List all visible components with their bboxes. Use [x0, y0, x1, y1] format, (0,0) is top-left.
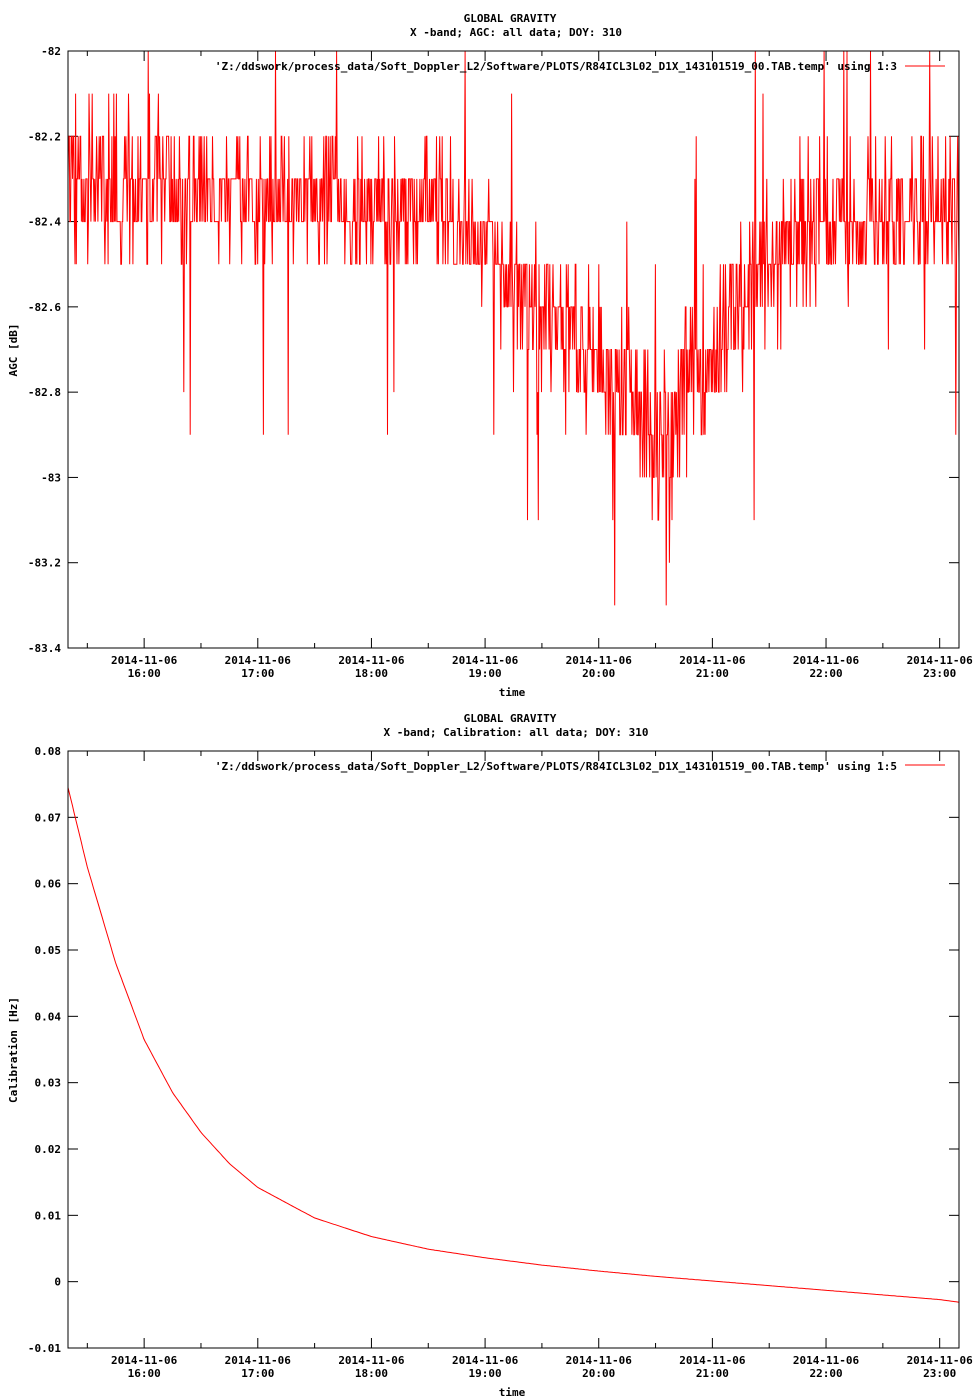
xtick-time-label: 16:00	[128, 1367, 161, 1380]
ytick-label: 0.07	[35, 811, 62, 824]
ytick-label: -0.01	[28, 1342, 61, 1355]
xtick-date-label: 2014-11-06	[679, 654, 746, 667]
xtick-date-label: 2014-11-06	[338, 1354, 405, 1367]
xtick-time-label: 17:00	[241, 1367, 274, 1380]
ytick-label: -83.4	[28, 642, 61, 655]
xtick-date-label: 2014-11-06	[793, 654, 860, 667]
xtick-time-label: 22:00	[809, 1367, 842, 1380]
xtick-date-label: 2014-11-06	[793, 1354, 860, 1367]
ytick-label: 0.08	[35, 745, 62, 758]
calibration-xlabel: time	[499, 1386, 526, 1399]
calibration-plot-area	[67, 787, 960, 1303]
ytick-label: -83.2	[28, 557, 61, 570]
agc-plot-area	[67, 50, 960, 606]
ytick-label: 0.04	[35, 1010, 62, 1023]
ytick-label: -83	[41, 471, 61, 484]
ytick-label: -82	[41, 45, 61, 58]
ytick-label: -82.4	[28, 216, 61, 229]
ytick-label: 0.05	[35, 944, 62, 957]
agc-xlabel: time	[499, 686, 526, 699]
agc-subtitle: X -band; AGC: all data; DOY: 310	[410, 26, 622, 39]
ytick-label: 0	[54, 1276, 61, 1289]
calibration-legend-label: 'Z:/ddswork/process_data/Soft_Doppler_L2…	[215, 760, 897, 773]
xtick-time-label: 22:00	[809, 667, 842, 680]
xtick-time-label: 18:00	[355, 667, 388, 680]
xtick-date-label: 2014-11-06	[111, 654, 178, 667]
calibration-subtitle: X -band; Calibration: all data; DOY: 310	[384, 726, 649, 739]
xtick-time-label: 18:00	[355, 1367, 388, 1380]
ytick-label: -82.6	[28, 301, 61, 314]
xtick-date-label: 2014-11-06	[907, 1354, 974, 1367]
ytick-label: 0.02	[35, 1143, 62, 1156]
calibration-ticks: 0.08 0.07 0.06 0.05 0.04 0.03 0.02 0.01 0 -0.01 20…	[28, 745, 973, 1380]
xtick-time-label: 21:00	[696, 667, 729, 680]
xtick-date-label: 2014-11-06	[452, 1354, 519, 1367]
calibration-ylabel: Calibration [Hz]	[7, 997, 20, 1103]
ytick-label: -82.2	[28, 130, 61, 143]
agc-series-line	[67, 50, 960, 606]
ytick-label: 0.03	[35, 1077, 62, 1090]
xtick-date-label: 2014-11-06	[679, 1354, 746, 1367]
xtick-time-label: 23:00	[923, 1367, 956, 1380]
calibration-title: GLOBAL GRAVITY	[464, 712, 557, 725]
xtick-date-label: 2014-11-06	[452, 654, 519, 667]
xtick-time-label: 20:00	[582, 667, 615, 680]
xtick-date-label: 2014-11-06	[225, 654, 292, 667]
xtick-date-label: 2014-11-06	[566, 1354, 633, 1367]
calibration-series-line	[67, 787, 960, 1303]
xtick-date-label: 2014-11-06	[566, 654, 633, 667]
agc-legend-label: 'Z:/ddswork/process_data/Soft_Doppler_L2…	[215, 60, 897, 73]
calibration-plot-frame	[67, 750, 960, 1349]
xtick-date-label: 2014-11-06	[111, 1354, 178, 1367]
xtick-time-label: 23:00	[923, 667, 956, 680]
calibration-chart: GLOBAL GRAVITY X -band; Calibration: all…	[7, 712, 973, 1399]
xtick-time-label: 19:00	[469, 1367, 502, 1380]
ytick-label: 0.06	[35, 878, 62, 891]
agc-plot-frame	[67, 50, 960, 649]
xtick-date-label: 2014-11-06	[907, 654, 974, 667]
ytick-label: 0.01	[35, 1209, 62, 1222]
xtick-time-label: 20:00	[582, 1367, 615, 1380]
xtick-time-label: 19:00	[469, 667, 502, 680]
xtick-date-label: 2014-11-06	[338, 654, 405, 667]
xtick-time-label: 16:00	[128, 667, 161, 680]
xtick-time-label: 21:00	[696, 1367, 729, 1380]
agc-ylabel: AGC [dB]	[7, 324, 20, 377]
xtick-time-label: 17:00	[241, 667, 274, 680]
ytick-label: -82.8	[28, 386, 61, 399]
agc-chart: GLOBAL GRAVITY X -band; AGC: all data; D…	[7, 12, 973, 699]
xtick-date-label: 2014-11-06	[225, 1354, 292, 1367]
agc-ticks: -82 -82.2 -82.4 -82.6 -82.8 -83 -83.2 -83.4 2014…	[28, 45, 973, 680]
agc-title: GLOBAL GRAVITY	[464, 12, 557, 25]
